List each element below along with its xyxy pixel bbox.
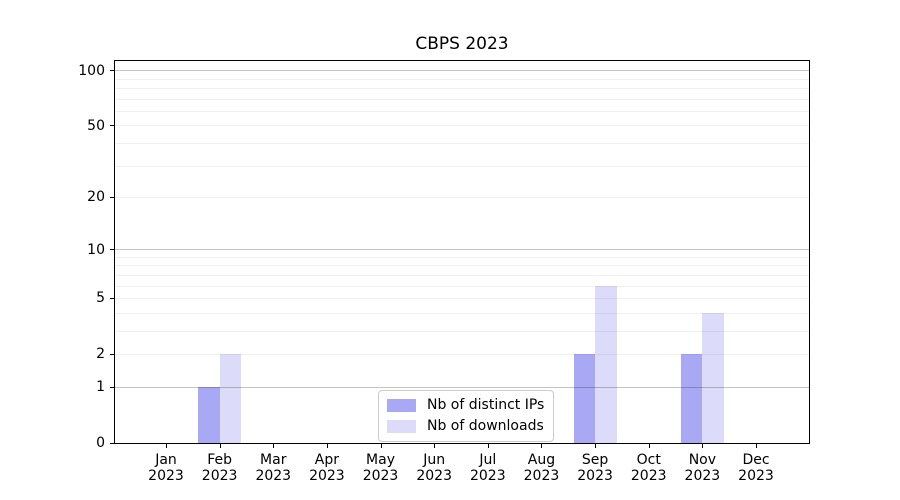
- x-tick-mark: [219, 444, 221, 448]
- gridline-minor: [115, 142, 809, 144]
- x-tick-mark: [273, 444, 275, 448]
- chart-title: CBPS 2023: [415, 34, 509, 54]
- y-tick-mark: [110, 70, 114, 72]
- gridline-minor: [115, 98, 809, 100]
- gridline-minor: [115, 265, 809, 267]
- plot-area: Jan 2023 Feb 2023 Mar 2023 Apr 2023 May 2023 Jun 20…: [78, 60, 810, 484]
- y-tick-mark: [110, 125, 114, 127]
- x-tick-label: Dec 2023: [738, 452, 774, 484]
- bar-downloads: [702, 313, 724, 443]
- gridline-minor: [115, 125, 809, 127]
- bar-distinct-ips: [573, 354, 596, 443]
- bar-distinct-ips: [198, 387, 220, 443]
- legend-item-distinct-ips: Nb of distinct IPs: [387, 396, 544, 414]
- legend-item-downloads: Nb of downloads: [387, 417, 544, 435]
- gridline-minor: [115, 88, 809, 90]
- y-tick-label: 5: [96, 290, 105, 307]
- x-tick-mark: [702, 444, 704, 448]
- y-tick-label: 0: [96, 435, 105, 451]
- y-tick-label: 20: [87, 189, 105, 206]
- bar-downloads: [219, 354, 242, 443]
- gridline-minor: [115, 165, 809, 167]
- gridline-minor: [115, 285, 809, 287]
- y-tick-mark: [110, 353, 114, 355]
- x-tick-label: Aug 2023: [523, 452, 560, 484]
- y-tick-label: 1: [96, 379, 105, 396]
- x-tick-label: Sep 2023: [577, 452, 613, 484]
- x-tick-mark: [648, 444, 650, 448]
- x-tick-mark: [380, 444, 382, 448]
- y-tick-label: 10: [87, 241, 105, 258]
- x-tick-label: Jun 2023: [416, 452, 452, 484]
- gridline-minor: [115, 297, 809, 299]
- y-tick-label: 2: [96, 346, 105, 363]
- x-tick-mark: [326, 444, 328, 448]
- gridline-minor: [115, 274, 809, 276]
- y-tick-mark: [110, 297, 114, 299]
- x-tick-label: Jul 2023: [469, 452, 506, 484]
- x-tick-label: Mar 2023: [255, 452, 292, 484]
- x-tick-label: Nov 2023: [684, 452, 721, 484]
- x-tick-label: May 2023: [362, 452, 399, 484]
- legend-swatch-downloads: [387, 419, 416, 433]
- x-tick-mark: [166, 444, 167, 448]
- legend-label-downloads: Nb of downloads: [427, 418, 544, 434]
- x-tick-mark: [595, 444, 597, 448]
- gridline-major: [115, 70, 809, 72]
- y-tick-label: 100: [78, 62, 105, 79]
- y-tick-mark: [110, 386, 114, 388]
- legend-label-distinct-ips: Nb of distinct IPs: [427, 397, 545, 413]
- gridline-minor: [115, 256, 809, 258]
- x-tick-label: Feb 2023: [201, 452, 238, 484]
- y-tick-mark: [110, 196, 114, 198]
- x-tick-mark: [434, 444, 436, 448]
- gridline-major: [115, 249, 809, 251]
- gridline-minor: [115, 78, 809, 80]
- x-tick-label: Jan 2023: [148, 452, 184, 484]
- x-tick-label: Oct 2023: [630, 452, 667, 484]
- bar-distinct-ips: [680, 354, 703, 443]
- x-tick-mark: [487, 444, 489, 448]
- x-tick-mark: [541, 444, 543, 448]
- bar-downloads: [595, 286, 617, 443]
- gridline-minor: [115, 110, 809, 112]
- x-tick-label: Apr 2023: [309, 452, 345, 484]
- y-tick-label: 50: [87, 117, 105, 134]
- legend-swatch-distinct-ips: [387, 398, 416, 412]
- y-tick-mark: [110, 442, 114, 444]
- legend: Nb of distinct IPs Nb of downloads: [378, 390, 555, 442]
- y-tick-mark: [110, 249, 114, 251]
- gridline-minor: [115, 196, 809, 198]
- x-tick-mark: [756, 444, 757, 448]
